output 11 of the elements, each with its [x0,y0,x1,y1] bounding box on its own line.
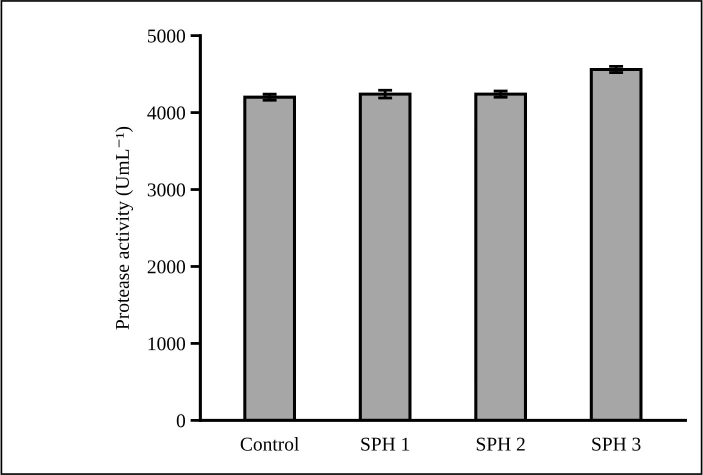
y-tick-label: 4000 [147,106,186,120]
y-tick-label: 1000 [148,337,186,350]
y-tick-label: 3000 [148,183,186,196]
y-tick-label: 2000 [148,260,186,274]
y-tick-label: 5000 [148,29,186,43]
x-tick-label: SPH 1 [361,438,410,451]
y-tick-label: 0 [176,414,186,428]
x-tick-label: SPH 3 [592,438,640,451]
y-axis-title: Protease activity (UmL⁻¹) [115,126,133,330]
x-tick-label: SPH 2 [476,438,525,451]
x-tick-label: Control [240,437,299,451]
